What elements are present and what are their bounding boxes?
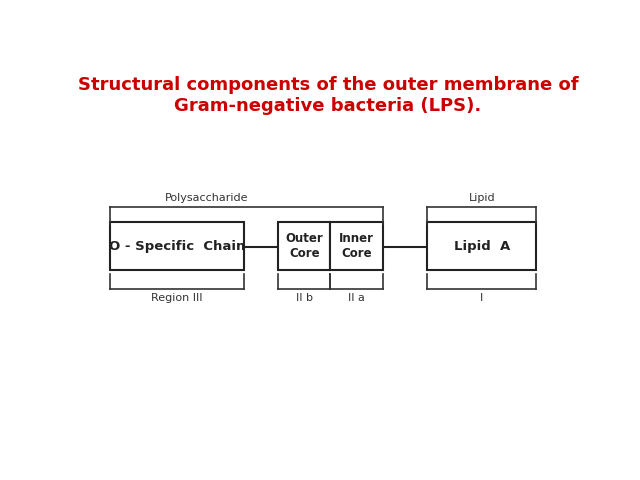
Bar xyxy=(330,222,383,270)
Text: Outer
Core: Outer Core xyxy=(285,232,323,260)
Text: Polysaccharide: Polysaccharide xyxy=(164,193,248,203)
Bar xyxy=(110,222,244,270)
Text: II a: II a xyxy=(348,293,365,303)
Text: Inner
Core: Inner Core xyxy=(339,232,374,260)
Bar xyxy=(428,222,536,270)
Text: Lipid  A: Lipid A xyxy=(454,240,510,252)
Bar xyxy=(278,222,330,270)
Text: Structural components of the outer membrane of
Gram-negative bacteria (LPS).: Structural components of the outer membr… xyxy=(77,76,579,115)
Text: I: I xyxy=(480,293,483,303)
Text: Region III: Region III xyxy=(151,293,202,303)
Text: II b: II b xyxy=(296,293,313,303)
Text: O - Specific  Chain: O - Specific Chain xyxy=(109,240,245,252)
Text: Lipid: Lipid xyxy=(468,193,495,203)
